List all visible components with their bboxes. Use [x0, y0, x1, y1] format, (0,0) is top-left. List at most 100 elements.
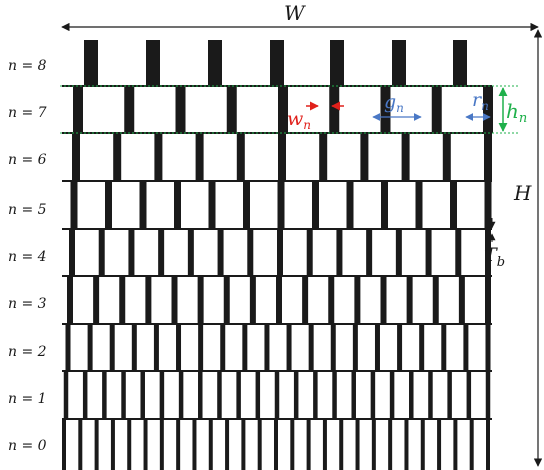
strut-row0-7: [431, 86, 442, 133]
r-n-annotation: rn: [465, 89, 491, 121]
strut-row7-11: [241, 419, 246, 470]
strut-row7-14: [290, 419, 295, 470]
top-stub-0: [84, 40, 98, 87]
strut-row6-19: [428, 371, 433, 419]
strut-row6-11: [274, 371, 280, 419]
beam-2: [62, 180, 492, 182]
strut-row6-21: [466, 371, 472, 419]
strut-row5-4: [153, 324, 159, 371]
strut-row5-9: [264, 324, 270, 371]
strut-row1-1: [113, 133, 122, 181]
strut-row7-1: [78, 419, 83, 470]
t-b-main: T: [484, 244, 498, 266]
strut-row6-13: [313, 371, 318, 419]
strut-row6-2: [102, 371, 107, 419]
strut-row2-9: [381, 181, 388, 229]
row-label-0: n = 0: [8, 438, 47, 454]
strut-row7-3: [110, 419, 115, 470]
strut-row1-6: [319, 133, 328, 181]
strut-row0-1: [124, 86, 135, 133]
strut-row6-1: [82, 371, 88, 419]
g-n-annotation: gn: [372, 91, 422, 121]
strut-row3-6: [247, 229, 254, 276]
strut-row2-12: [484, 181, 492, 229]
strut-row7-15: [306, 419, 311, 470]
row-label-1: n = 1: [8, 391, 47, 407]
strut-row4-14: [432, 276, 439, 324]
strut-row6-16: [370, 371, 376, 419]
strut-row6-15: [351, 371, 356, 419]
strut-row4-1: [93, 276, 100, 324]
strut-row6-22: [485, 371, 491, 419]
r-n-main: r: [472, 89, 483, 111]
t-b-annotation: Tb: [484, 218, 505, 270]
strut-row4-10: [328, 276, 335, 324]
strut-row2-5: [243, 181, 250, 229]
strut-row3-10: [366, 229, 373, 276]
strut-row7-7: [176, 419, 181, 470]
strut-row4-9: [302, 276, 309, 324]
strut-row7-4: [127, 419, 132, 470]
row-label-5: n = 5: [8, 202, 47, 218]
strut-row7-10: [225, 419, 230, 470]
strut-row3-5: [217, 229, 224, 276]
strut-row4-8: [276, 276, 282, 324]
w-n-label: wn: [287, 108, 311, 132]
h-n-annotation: hn: [60, 85, 527, 134]
strut-row4-11: [354, 276, 361, 324]
strut-row5-1: [87, 324, 93, 371]
strut-row6-20: [447, 371, 452, 419]
t-b-label: Tb: [484, 244, 505, 270]
row-labels: n = 8 n = 7 n = 6 n = 5 n = 4 n = 3 n = …: [8, 58, 47, 454]
strut-row3-4: [187, 229, 194, 276]
strut-row7-17: [339, 419, 344, 470]
strut-row7-13: [274, 419, 278, 470]
h-n-main: h: [506, 99, 519, 123]
strut-row3-13: [455, 229, 462, 276]
h-n-sub: n: [519, 111, 527, 126]
strut-row0-6: [380, 86, 391, 133]
strut-row3-7: [277, 229, 283, 276]
top-stub-3: [270, 40, 284, 87]
r-n-label: rn: [472, 89, 489, 113]
strut-row6-17: [389, 371, 395, 419]
strut-row5-14: [374, 324, 380, 371]
strut-row5-12: [330, 324, 336, 371]
strut-row2-10: [415, 181, 423, 229]
r-n-sub: n: [481, 99, 489, 113]
height-label: H: [513, 181, 532, 205]
w-n-sub: n: [303, 118, 311, 132]
strut-row7-12: [257, 419, 262, 470]
strut-row3-8: [306, 229, 313, 276]
strut-row7-18: [355, 419, 360, 470]
t-b-sub: b: [497, 255, 505, 270]
width-label: W: [284, 1, 306, 25]
strut-row5-11: [308, 324, 314, 371]
strut-row0-5: [329, 86, 340, 133]
strut-row7-19: [371, 419, 376, 470]
strut-row7-21: [404, 419, 409, 470]
row-label-2: n = 2: [8, 344, 47, 360]
strut-row6-6: [178, 371, 184, 419]
strut-row5-2: [109, 324, 115, 371]
strut-row7-9: [208, 419, 213, 470]
strut-row3-2: [128, 229, 135, 276]
strut-row6-8: [217, 371, 222, 419]
w-n-main: w: [287, 108, 303, 130]
strut-row5-0: [65, 324, 71, 371]
strut-row2-6: [277, 181, 285, 229]
strut-row7-23: [437, 419, 442, 470]
strut-row1-9: [442, 133, 451, 181]
strut-row6-12: [293, 371, 299, 419]
strut-row6-4: [140, 371, 145, 419]
strut-row6-0: [63, 371, 69, 419]
strut-row2-1: [105, 181, 112, 229]
strut-row5-8: [242, 324, 248, 371]
top-stub-5: [392, 40, 406, 87]
row-label-8: n = 8: [8, 58, 47, 74]
strut-row3-14: [485, 229, 491, 276]
strut-row3-11: [395, 229, 402, 276]
strut-row0-2: [175, 86, 186, 133]
strut-row3-3: [158, 229, 165, 276]
